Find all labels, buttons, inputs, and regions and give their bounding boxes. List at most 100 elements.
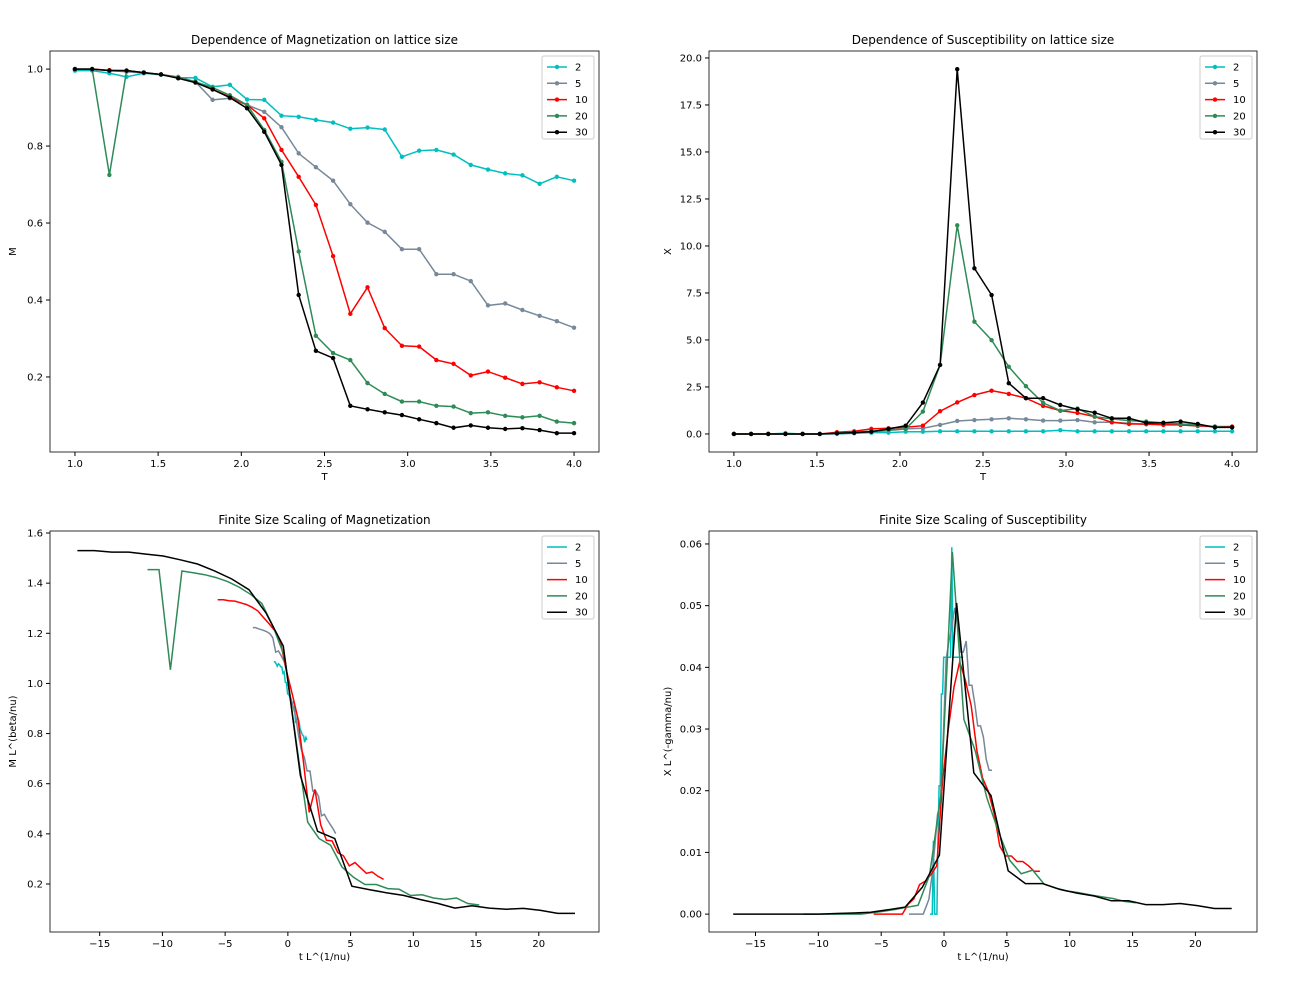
data-point-L2: [468, 162, 473, 168]
data-point-L20: [1092, 414, 1097, 419]
data-point-L30: [989, 292, 994, 298]
legend-label: 10: [1233, 575, 1246, 586]
data-point-L20: [434, 403, 439, 409]
data-point-L30: [817, 431, 823, 437]
data-point-L20: [244, 102, 250, 108]
data-point-L5: [1040, 418, 1046, 423]
x-tick-label: 1.0: [726, 459, 742, 470]
legend: 2 5 10 20 30: [1199, 535, 1253, 620]
data-point-L30: [834, 431, 840, 436]
legend-label: 2: [1233, 543, 1239, 554]
data-point-L30: [1229, 425, 1235, 430]
y-tick-label: 0.2: [27, 372, 43, 383]
data-point-L2: [1023, 429, 1029, 434]
data-point-L10: [1006, 391, 1011, 397]
data-point-L5: [1023, 417, 1029, 422]
legend-marker-L30: [554, 130, 560, 135]
y-tick-label: 2.5: [686, 382, 702, 393]
data-point-L20: [520, 415, 525, 420]
data-point-L30: [520, 425, 525, 431]
data-point-L2: [972, 429, 977, 434]
legend-label: 30: [575, 608, 588, 619]
data-point-L30: [416, 417, 422, 422]
x-tick-label: 2.0: [233, 459, 249, 470]
x-tick-label: −15: [89, 939, 110, 950]
data-point-L5: [382, 229, 387, 235]
data-point-L30: [382, 410, 387, 415]
series-line-L30: [733, 69, 1233, 435]
data-point-L10: [1040, 403, 1046, 409]
series-line-L10: [873, 658, 1040, 915]
data-point-L30: [107, 68, 112, 73]
data-point-L5: [520, 307, 525, 313]
data-point-L20: [365, 380, 370, 386]
data-point-L30: [554, 430, 560, 436]
data-point-L5: [468, 278, 473, 284]
x-tick-label: 20: [532, 939, 545, 950]
data-point-L2: [1143, 429, 1149, 434]
data-point-L20: [399, 399, 405, 404]
x-tick-label: 1.5: [150, 459, 166, 470]
y-tick-label: 15.0: [680, 147, 702, 158]
data-point-L2: [1092, 429, 1097, 434]
chart-title: Dependence of Magnetization on lattice s…: [191, 33, 458, 47]
legend-box: [541, 55, 595, 140]
data-point-L30: [262, 129, 267, 135]
data-point-L10: [972, 392, 977, 398]
data-point-L30: [141, 70, 146, 75]
legend-label: 5: [1233, 79, 1239, 90]
data-point-L10: [313, 202, 319, 208]
x-tick-label: 3.5: [1141, 459, 1157, 470]
data-point-L30: [399, 412, 405, 418]
data-point-L30: [800, 431, 805, 437]
data-point-L30: [279, 162, 284, 168]
data-point-L2: [244, 97, 250, 102]
data-point-L30: [365, 407, 370, 412]
data-point-L30: [503, 426, 508, 432]
data-point-L10: [1075, 410, 1080, 416]
data-point-L30: [748, 431, 754, 437]
data-point-L5: [503, 301, 508, 306]
legend-marker-L2: [1212, 64, 1218, 70]
data-point-L10: [382, 325, 387, 331]
chart-title: Finite Size Scaling of Susceptibility: [879, 513, 1087, 527]
data-point-L30: [244, 106, 250, 111]
y-axis-label: M L^(beta/nu): [8, 695, 19, 767]
legend-label: 10: [1233, 95, 1246, 106]
data-point-L10: [330, 253, 336, 259]
subplot-3: −15 −10 −5 0 5 10 15 20 0.2 0.4 0.6 0.8 1.0 1.2 1.4 1.6…: [8, 513, 600, 963]
data-point-L2: [989, 429, 994, 434]
data-point-L2: [296, 114, 301, 120]
series-line-L5: [252, 626, 337, 834]
data-point-L2: [451, 152, 456, 157]
data-point-L10: [451, 361, 456, 367]
y-tick-label: 0.01: [680, 848, 702, 859]
data-point-L30: [468, 423, 473, 428]
data-point-L30: [972, 266, 977, 271]
data-point-L10: [989, 388, 994, 393]
legend: 2 5 10 20 30: [541, 55, 595, 140]
data-point-L20: [955, 223, 960, 228]
y-axis-label: M: [8, 247, 19, 256]
data-point-L10: [296, 174, 301, 180]
legend-marker-L2: [554, 64, 560, 70]
data-point-L30: [176, 76, 181, 81]
x-tick-label: 10: [1063, 939, 1076, 950]
x-tick-label: 2.5: [317, 459, 333, 470]
data-point-L5: [262, 109, 267, 115]
x-tick-label: 4.0: [1224, 459, 1240, 470]
data-point-L5: [399, 246, 405, 252]
y-tick-label: 0.8: [27, 729, 43, 740]
data-point-L20: [903, 426, 908, 432]
data-point-L10: [416, 344, 422, 349]
data-point-L20: [920, 409, 926, 414]
y-tick-label: 0.05: [680, 601, 702, 612]
subplot-1: 1.0 1.5 2.0 2.5 3.0 3.5 4.0 0.2 0.4 0.6 0.8 1.0 Depe…: [8, 33, 600, 483]
y-tick-label: 0.8: [27, 142, 43, 153]
data-point-L30: [158, 72, 164, 77]
y-tick-label: 7.5: [686, 288, 702, 299]
series-line-L2: [75, 69, 575, 185]
series-line-L10: [217, 599, 384, 880]
data-point-L30: [869, 429, 874, 434]
